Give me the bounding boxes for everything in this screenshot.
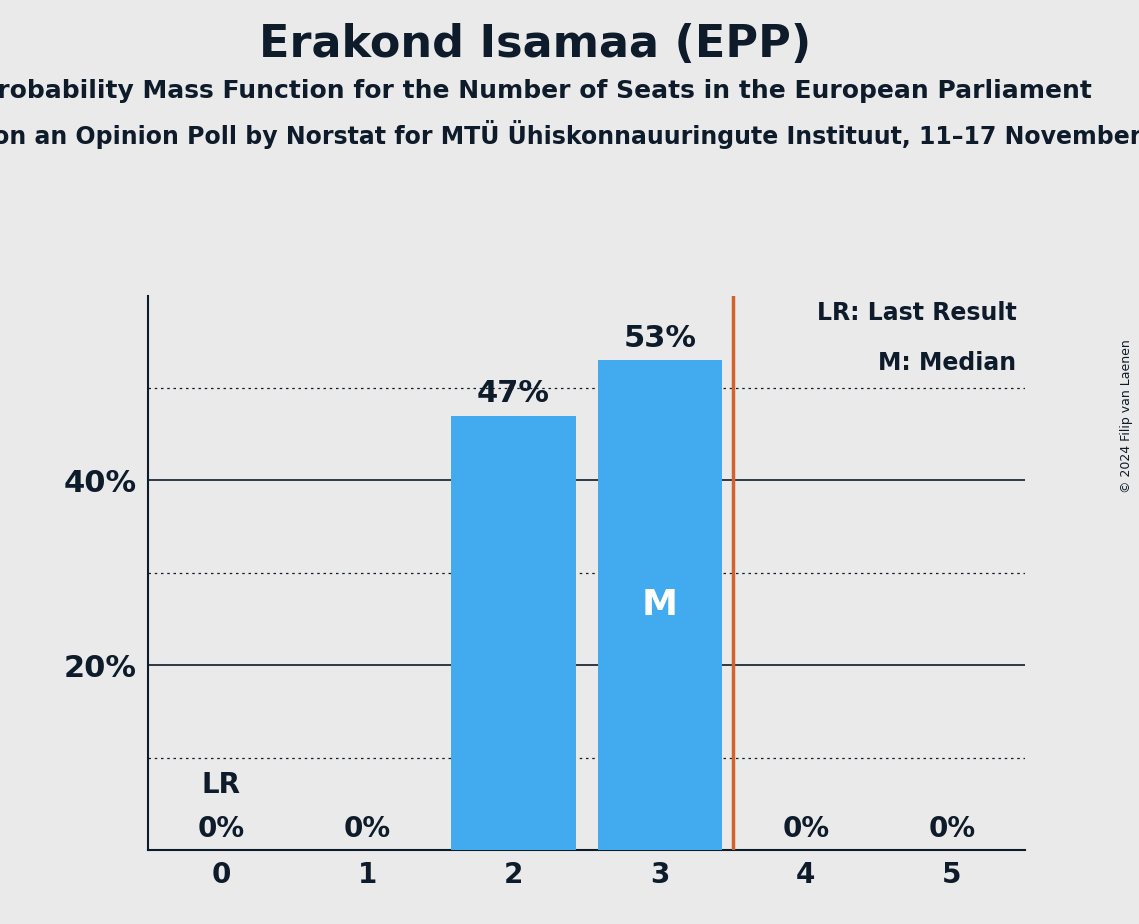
Bar xyxy=(598,360,722,850)
Text: 0%: 0% xyxy=(344,815,391,843)
Text: 0%: 0% xyxy=(928,815,976,843)
Text: 0%: 0% xyxy=(197,815,245,843)
Text: LR: Last Result: LR: Last Result xyxy=(817,301,1016,325)
Text: Probability Mass Function for the Number of Seats in the European Parliament: Probability Mass Function for the Number… xyxy=(0,79,1092,103)
Text: Based on an Opinion Poll by Norstat for MTÜ Ühiskonnauuringute Instituut, 11–17 : Based on an Opinion Poll by Norstat for … xyxy=(0,120,1139,149)
Bar xyxy=(451,416,575,850)
Text: LR: LR xyxy=(202,772,240,799)
Text: 47%: 47% xyxy=(477,380,550,408)
Text: M: Median: M: Median xyxy=(878,351,1016,375)
Text: 53%: 53% xyxy=(623,324,696,353)
Text: 0%: 0% xyxy=(782,815,829,843)
Text: © 2024 Filip van Laenen: © 2024 Filip van Laenen xyxy=(1121,339,1133,492)
Text: Erakond Isamaa (EPP): Erakond Isamaa (EPP) xyxy=(260,23,811,67)
Text: M: M xyxy=(641,589,678,622)
